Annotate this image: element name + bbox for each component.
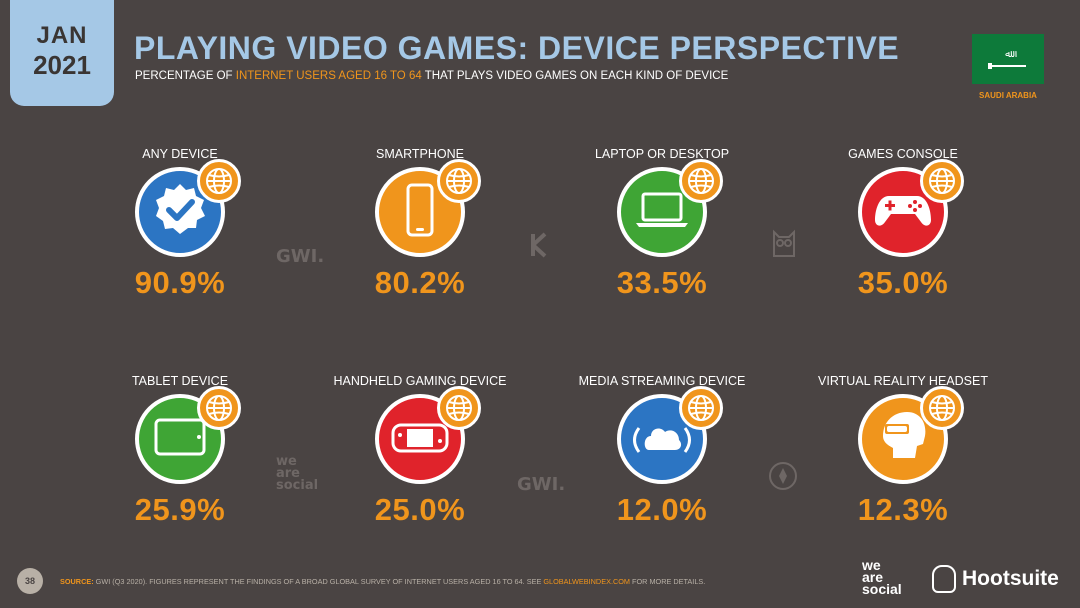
device-value: 12.0%: [616, 492, 708, 527]
device-value: 12.3%: [857, 492, 949, 527]
gamepad-icon: [873, 190, 933, 235]
laptop-icon: [633, 190, 691, 235]
source-link[interactable]: GLOBALWEBINDEX.COM: [543, 577, 630, 586]
flag-script: ﷲ: [1005, 49, 1011, 60]
wm-we: we: [276, 454, 297, 469]
globe-icon: [197, 159, 241, 203]
date-month: JAN: [36, 22, 88, 49]
date-badge: JAN 2021: [10, 0, 114, 106]
kepios-watermark-icon: [531, 232, 547, 258]
device-label: SMARTPHONE: [376, 147, 464, 161]
we-are-social-watermark: we are social: [276, 454, 319, 493]
globe-icon: [920, 159, 964, 203]
flag-sword: [988, 63, 1026, 69]
device-label: TABLET DEVICE: [131, 374, 229, 388]
device-label: MEDIA STREAMING DEVICE: [578, 374, 746, 388]
logo-are: are: [862, 569, 884, 585]
tablet-icon: [150, 414, 210, 465]
subtitle-text-pre: PERCENTAGE OF: [135, 70, 236, 82]
device-value: 25.0%: [374, 492, 466, 527]
smartphone-icon: [400, 181, 440, 244]
verified-badge-icon: [151, 181, 209, 244]
gwi-watermark: GWI.: [276, 246, 325, 267]
subtitle-text-post: THAT PLAYS VIDEO GAMES ON EACH KIND OF D…: [421, 70, 729, 82]
device-value: 90.9%: [134, 265, 226, 300]
globe-icon: [437, 386, 481, 430]
owl-watermark-icon: [773, 229, 795, 257]
device-circle: [858, 167, 948, 257]
device-value: 80.2%: [374, 265, 466, 300]
country-label: SAUDI ARABIA: [979, 91, 1037, 100]
wm-social: social: [276, 478, 319, 493]
globe-icon: [920, 386, 964, 430]
saudi-flag-icon: ﷲ: [972, 34, 1044, 84]
wm-are: are: [276, 466, 301, 481]
page-number: 38: [17, 568, 43, 594]
hootsuite-logo: Hootsuite: [962, 567, 1059, 590]
globe-icon: [197, 386, 241, 430]
cloud-streaming-icon: [629, 414, 695, 465]
handheld-console-icon: [389, 417, 451, 462]
subtitle-highlight: INTERNET USERS AGED 16 TO 64: [235, 70, 422, 82]
device-label: GAMES CONSOLE: [848, 147, 958, 161]
device-label: ANY DEVICE: [142, 147, 218, 161]
device-value: 25.9%: [134, 492, 226, 527]
device-value: 33.5%: [616, 265, 708, 300]
device-label: HANDHELD GAMING DEVICE: [333, 374, 507, 388]
page-subtitle: PERCENTAGE OF INTERNET USERS AGED 16 TO …: [135, 70, 728, 82]
device-circle: [617, 394, 707, 484]
globe-icon: [437, 159, 481, 203]
vr-headset-icon: [873, 408, 933, 471]
logo-social: social: [862, 581, 902, 597]
device-label: LAPTOP OR DESKTOP: [594, 147, 730, 161]
circle-watermark-icon: [769, 462, 797, 490]
source-end: FOR MORE DETAILS.: [630, 577, 706, 586]
source-text: SOURCE: GWI (Q3 2020). FIGURES REPRESENT…: [60, 577, 705, 586]
hootsuite-owl-icon: [932, 565, 956, 593]
gwi-watermark-2: GWI.: [517, 474, 566, 495]
page-title: PLAYING VIDEO GAMES: DEVICE PERSPECTIVE: [134, 30, 900, 66]
globe-icon: [679, 159, 723, 203]
source-body: GWI (Q3 2020). FIGURES REPRESENT THE FIN…: [93, 577, 544, 586]
source-label: SOURCE:: [60, 577, 94, 586]
device-label: VIRTUAL REALITY HEADSET: [818, 374, 988, 388]
date-year: 2021: [33, 50, 91, 80]
globe-icon: [679, 386, 723, 430]
we-are-social-logo: we are social: [862, 557, 902, 597]
logo-we: we: [862, 557, 881, 573]
device-value: 35.0%: [857, 265, 949, 300]
